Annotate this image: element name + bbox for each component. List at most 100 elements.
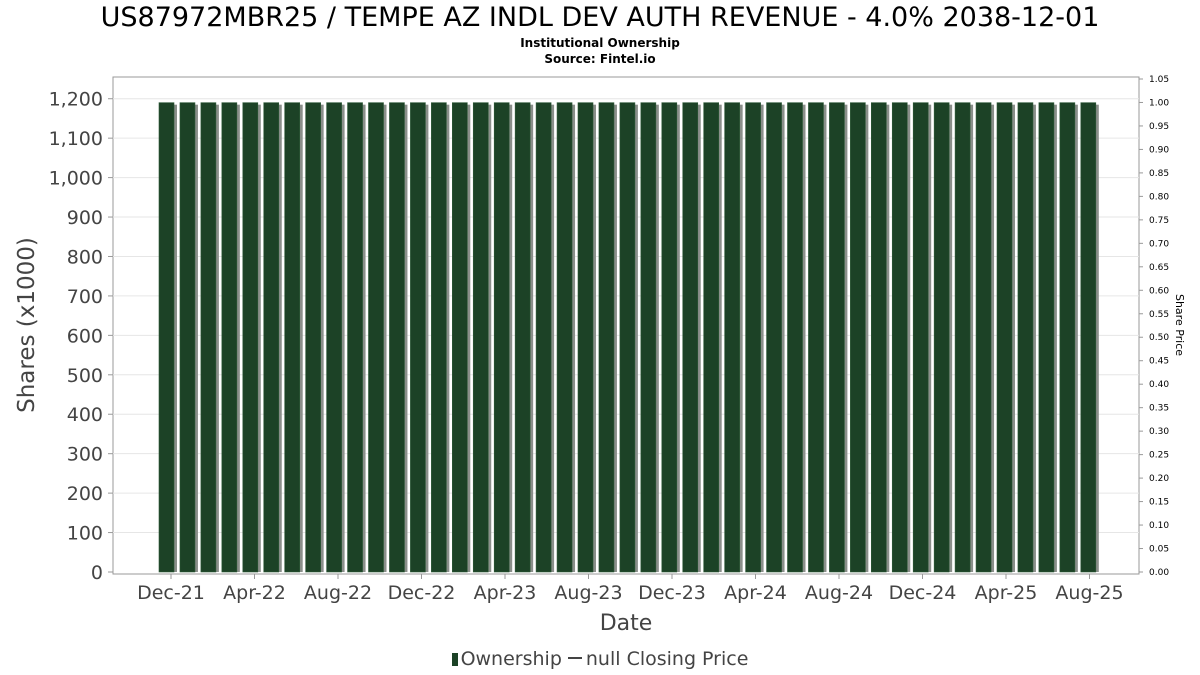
ownership-bar (1038, 102, 1055, 573)
ownership-bar (200, 102, 217, 573)
legend: Ownership null Closing Price (0, 648, 1200, 670)
y2-tick-label: 0.80 (1149, 192, 1169, 202)
y2-tick-label: 0.55 (1149, 310, 1169, 320)
y-axis-label: Shares (x1000) (14, 237, 40, 413)
y2-axis: 0.00 0.05 0.10 0.15 0.20 0.25 0.30 0.35 0.40 0.45… (1139, 75, 1169, 578)
legend-ownership-swatch (451, 653, 458, 666)
ownership-bar (682, 102, 699, 573)
y2-tick-label: 0.00 (1149, 568, 1169, 578)
ownership-bar (1080, 102, 1097, 573)
ownership-bar (891, 102, 908, 573)
ownership-bar (850, 102, 866, 573)
ownership-bar (242, 102, 259, 573)
chart-title: US87972MBR25 / TEMPE AZ INDL DEV AUTH RE… (100, 2, 1100, 33)
x-tick-label: Apr-24 (724, 582, 787, 604)
y-tick-label: 300 (67, 444, 103, 466)
ownership-bar (514, 102, 531, 573)
y-tick-label: 1,200 (49, 89, 103, 111)
y2-tick-label: 0.15 (1149, 498, 1169, 508)
y2-tick-label: 0.45 (1149, 357, 1169, 367)
y-tick-label: 100 (67, 523, 103, 545)
chart-source: Source: Fintel.io (544, 52, 656, 66)
ownership-bar (829, 102, 845, 573)
legend-price-line (567, 657, 582, 659)
y2-tick-label: 1.05 (1149, 75, 1169, 85)
ownership-bar (598, 102, 615, 573)
ownership-bar (431, 102, 447, 573)
ownership-bar (703, 102, 720, 573)
ownership-bar (933, 102, 950, 573)
ownership-bar (368, 102, 384, 573)
y-tick-label: 800 (67, 246, 103, 268)
y2-tick-label: 0.05 (1149, 545, 1169, 555)
ownership-bar (808, 102, 824, 573)
ownership-bar (451, 102, 468, 573)
bar-series (158, 102, 1099, 573)
y2-tick-label: 0.20 (1149, 474, 1169, 484)
y-tick-label: 1,100 (49, 128, 103, 150)
y-axis: 0 100 200 300 400 500 600 700 800 900 1,000 1,100 1,… (49, 89, 113, 584)
ownership-bar (389, 102, 405, 573)
ownership-bar (347, 102, 363, 573)
ownership-bar (745, 102, 761, 573)
x-tick-label: Aug-25 (1055, 582, 1123, 604)
ownership-bar (221, 102, 238, 573)
legend-price-label: null Closing Price (585, 648, 749, 670)
ownership-bar (158, 102, 175, 573)
ownership-bar (870, 102, 887, 573)
y2-tick-label: 0.35 (1149, 404, 1169, 414)
y2-tick-label: 0.30 (1149, 427, 1169, 437)
ownership-bar (577, 102, 594, 573)
y2-tick-label: 0.40 (1149, 380, 1169, 390)
ownership-bar (326, 102, 342, 573)
x-tick-label: Apr-22 (223, 582, 286, 604)
x-axis: Dec-21 Apr-22 Aug-22 Dec-22 Apr-23 Aug-23 Dec-… (137, 574, 1124, 604)
y-tick-label: 0 (91, 562, 103, 584)
y2-axis-label: Share Price (1173, 294, 1186, 356)
ownership-bar (912, 102, 929, 573)
ownership-bar (535, 102, 552, 573)
y2-tick-label: 0.50 (1149, 333, 1169, 343)
chart-subtitle: Institutional Ownership (520, 36, 680, 50)
ownership-bar (724, 102, 740, 573)
y-tick-label: 200 (67, 483, 103, 505)
ownership-bar (954, 102, 971, 573)
ownership-bar (766, 102, 782, 573)
y2-tick-label: 0.70 (1149, 239, 1169, 249)
y-tick-label: 700 (67, 286, 103, 308)
ownership-bar (661, 102, 678, 573)
legend-ownership-label: Ownership (460, 648, 562, 670)
x-tick-label: Aug-22 (304, 582, 372, 604)
ownership-bar (975, 102, 992, 573)
y2-tick-label: 0.10 (1149, 521, 1169, 531)
y-tick-label: 500 (67, 365, 103, 387)
y2-tick-label: 1.00 (1149, 98, 1169, 108)
y-tick-label: 600 (67, 325, 103, 347)
ownership-bar (493, 102, 510, 573)
x-tick-label: Apr-25 (975, 582, 1038, 604)
ownership-bar (640, 102, 657, 573)
ownership-bar (1017, 102, 1034, 573)
x-tick-label: Dec-21 (137, 582, 205, 604)
x-tick-label: Dec-24 (889, 582, 957, 604)
x-axis-label: Date (600, 611, 653, 636)
y-tick-label: 900 (67, 207, 103, 229)
ownership-bar (263, 102, 280, 573)
ownership-bar (1059, 102, 1076, 573)
x-tick-label: Aug-24 (805, 582, 873, 604)
y2-tick-label: 0.65 (1149, 263, 1169, 273)
ownership-bar (556, 102, 573, 573)
ownership-bar (787, 102, 803, 573)
y2-tick-label: 0.75 (1149, 216, 1169, 226)
y-tick-label: 400 (67, 404, 103, 426)
ownership-bar (179, 102, 196, 573)
ownership-bar (410, 102, 426, 573)
x-tick-label: Dec-23 (638, 582, 706, 604)
x-tick-label: Dec-22 (388, 582, 456, 604)
ownership-bar (472, 102, 489, 573)
ownership-bar (619, 102, 636, 573)
ownership-bar (284, 102, 301, 573)
y2-tick-label: 0.95 (1149, 122, 1169, 132)
x-tick-label: Aug-23 (554, 582, 622, 604)
